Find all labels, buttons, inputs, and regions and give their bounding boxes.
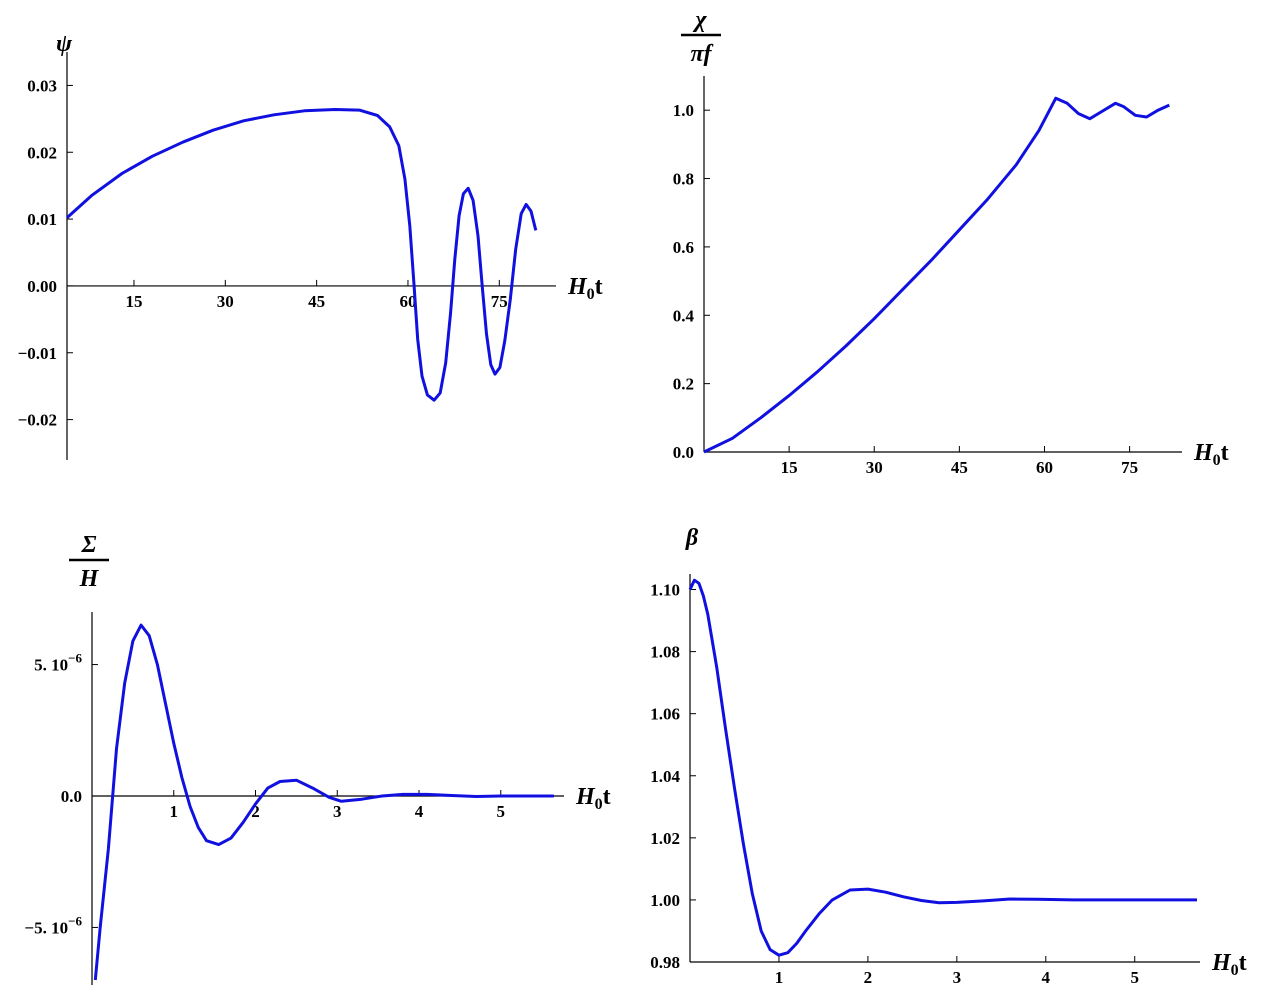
y-tick-label: 0.01 — [27, 210, 57, 229]
x-tick-label: 1 — [775, 968, 784, 987]
y-tick-label: 1.04 — [650, 767, 680, 786]
x-tick-label: 5 — [497, 802, 506, 821]
x-tick-label: 5 — [1130, 968, 1139, 987]
y-axis-label-numerator: χ — [692, 7, 707, 33]
y-axis-label-denominator: H — [79, 566, 100, 592]
x-tick-label: 1 — [170, 802, 179, 821]
beta-chart: 1 2 3 4 5 1.10 1.08 1.06 1.04 1.02 1.00 0.98 H0t β — [650, 525, 1246, 987]
y-tick-label: −0.01 — [18, 344, 57, 363]
x-tick-label: 45 — [951, 458, 968, 477]
y-tick-label: 0.03 — [27, 76, 57, 95]
y-axis-label: β — [685, 525, 699, 551]
y-tick-label: 0.02 — [27, 143, 57, 162]
y-tick-label: −5. 10−6 — [24, 913, 82, 937]
y-axis-label: ψ — [56, 31, 73, 57]
y-tick-label: 1.02 — [650, 829, 680, 848]
series-line — [93, 623, 554, 981]
x-tick-label: 15 — [125, 292, 142, 311]
x-tick-label: 30 — [866, 458, 883, 477]
x-tick-label: 15 — [781, 458, 798, 477]
y-axis-label-denominator: πf — [690, 41, 713, 67]
x-axis-label: H0t — [1193, 440, 1229, 469]
chi-chart: 15 30 45 60 75 1.0 0.8 0.6 0.4 0.2 0.0 H0t χ πf — [673, 7, 1229, 477]
y-axis-label-numerator: Σ — [81, 532, 97, 558]
x-tick-label: 60 — [399, 292, 416, 311]
y-tick-label: 0.98 — [650, 953, 680, 972]
x-tick-label: 45 — [308, 292, 325, 311]
x-tick-label: 4 — [415, 802, 424, 821]
series-line — [65, 108, 538, 402]
x-tick-label: 3 — [953, 968, 962, 987]
y-tick-label: 0.8 — [673, 170, 694, 189]
series-line — [688, 578, 1197, 957]
x-tick-label: 3 — [333, 802, 342, 821]
x-tick-label: 75 — [1121, 458, 1138, 477]
y-tick-label: 0.6 — [673, 238, 694, 257]
y-tick-label: 0.0 — [673, 443, 694, 462]
y-tick-label: 5. 10−6 — [34, 651, 82, 675]
y-tick-label: 1.0 — [673, 101, 694, 120]
x-tick-label: 30 — [217, 292, 234, 311]
x-axis-label: H0t — [575, 784, 611, 813]
y-tick-label: −0.02 — [18, 411, 57, 430]
y-tick-label: 0.0 — [61, 787, 82, 806]
x-tick-label: 2 — [251, 802, 260, 821]
psi-chart: 15 30 45 60 75 0.03 0.02 0.01 0.00 −0.01 −0.02 H0t ψ — [18, 31, 603, 460]
y-tick-label: 0.4 — [673, 306, 695, 325]
y-tick-label: 0.2 — [673, 375, 694, 394]
y-tick-label: 1.06 — [650, 705, 680, 724]
x-axis-label: H0t — [567, 274, 603, 303]
x-tick-label: 4 — [1042, 968, 1051, 987]
x-axis-label: H0t — [1211, 950, 1247, 979]
y-tick-label: 0.00 — [27, 277, 57, 296]
x-tick-label: 60 — [1036, 458, 1053, 477]
y-tick-label: 1.00 — [650, 891, 680, 910]
x-tick-label: 75 — [491, 292, 508, 311]
y-tick-label: 1.10 — [650, 581, 680, 600]
x-tick-label: 2 — [864, 968, 873, 987]
sigma-chart: 1 2 3 4 5 5. 10−6 0.0 −5. 10−6 H0t ΣH — [24, 532, 611, 985]
series-line — [703, 96, 1170, 454]
y-tick-label: 1.08 — [650, 643, 680, 662]
